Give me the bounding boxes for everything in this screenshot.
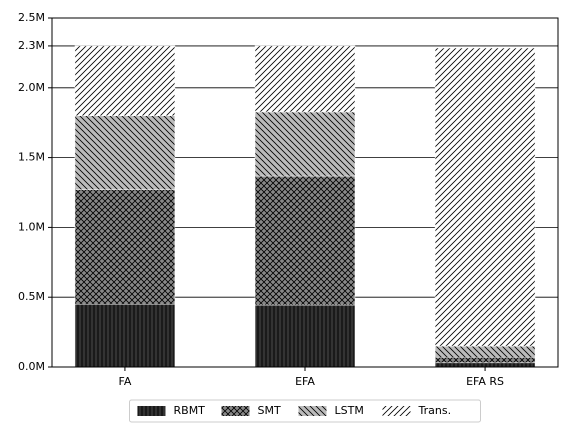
bar-hatch [434,47,536,347]
bar-hatch [254,45,356,113]
legend: RBMT SMT LSTM Trans. [129,399,481,423]
bar-hatch [254,304,356,368]
legend-label: Trans. [418,404,452,417]
legend-swatch-hatch [298,406,327,416]
bar-hatch [74,115,176,190]
y-tick-label: 2.3M [18,39,45,52]
y-tick-label: 0.0M [18,360,45,373]
y-tick-label: 1.0M [18,220,45,233]
y-tick-label: 2.0M [18,81,45,94]
bar-hatch [434,345,536,358]
legend-swatch-hatch [382,406,411,416]
x-tick-label: FA [119,375,132,388]
x-tick-label: EFA [295,375,315,388]
y-tick-label: 0.5M [18,290,45,303]
legend-label: RBMT [174,404,206,417]
plot-frame [51,17,559,368]
y-tick-label: 2.5M [18,11,45,24]
bar-hatch [434,362,536,368]
legend-label: SMT [258,404,281,417]
x-tick-label: EFA RS [466,375,504,388]
bar-hatch [74,303,176,368]
bar-hatch [74,45,176,116]
legend-label: LSTM [335,404,364,417]
y-tick-label: 1.5M [18,151,45,164]
legend-swatch-hatch [137,406,166,416]
bar-hatch [434,356,536,364]
bar-hatch [74,189,176,305]
bar-hatch [254,111,356,177]
legend-swatch-hatch [221,406,250,416]
bar-hatch [254,175,356,306]
